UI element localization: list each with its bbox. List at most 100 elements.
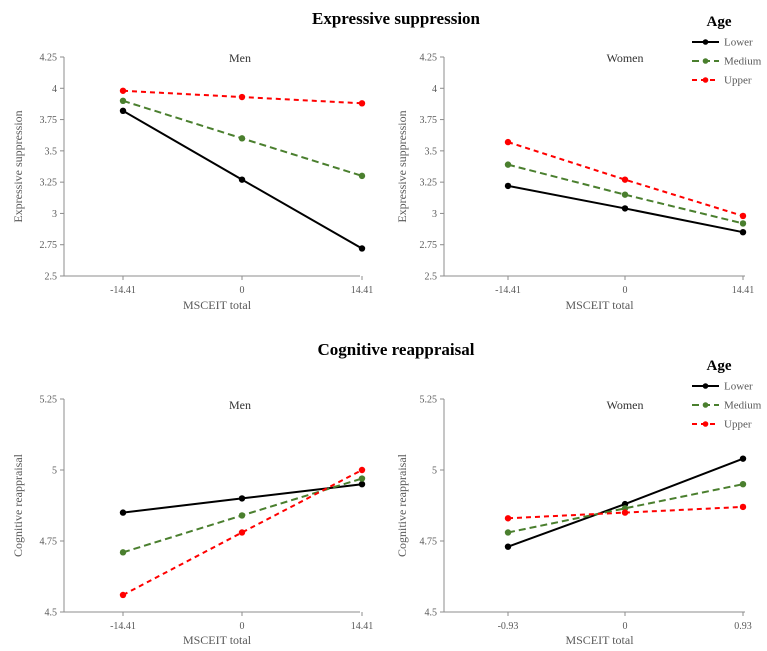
data-point-lower [238, 176, 246, 183]
legend-title: Age [707, 14, 732, 30]
data-point-upper [358, 466, 366, 474]
data-point-upper [504, 138, 512, 146]
panel-title: Men [229, 51, 251, 65]
y-tick-label: 4 [432, 84, 437, 95]
data-point-lower [504, 543, 512, 550]
data-point-upper [358, 100, 366, 107]
y-tick-label: 5.25 [420, 395, 438, 406]
y-tick-label: 3.25 [420, 178, 438, 189]
y-tick-label: 5 [52, 466, 57, 477]
data-point-lower [739, 455, 747, 462]
panel-title: Men [229, 398, 251, 412]
charts-layer: 2.5 2.75 3 3.25 3.5 3.75 4 4.25 -14.41 0 14.41 Men M… [11, 51, 754, 647]
data-point-medium [504, 161, 512, 168]
data-point-medium [238, 512, 246, 519]
x-tick-label: 0 [240, 285, 245, 296]
y-tick-label: 3.5 [45, 146, 58, 157]
data-point-medium [358, 172, 366, 180]
x-tick-label: 0 [240, 621, 245, 632]
series-line-medium [507, 483, 744, 534]
chart-panel-2: 4.5 4.75 5 5.25 -14.41 0 14.41 Men MSCEIT total C… [11, 395, 373, 648]
legend-marker-upper [702, 421, 709, 427]
y-tick-label: 3.75 [40, 115, 58, 126]
y-tick-label: 5 [432, 466, 437, 477]
legend-label-upper: Upper [724, 75, 752, 87]
legend-marker-medium [702, 58, 709, 64]
y-tick-label: 3 [432, 209, 437, 220]
x-axis-label: MSCEIT total [565, 298, 634, 312]
y-tick-label: 4.25 [420, 53, 438, 64]
data-point-medium [621, 191, 629, 198]
chart-panel-0: 2.5 2.75 3 3.25 3.5 3.75 4 4.25 -14.41 0 14.41 Men M… [11, 51, 373, 312]
x-tick-label: 14.41 [732, 285, 755, 296]
data-point-medium [119, 97, 127, 105]
y-tick-label: 3.75 [420, 115, 438, 126]
data-point-lower [119, 509, 127, 516]
data-point-lower [504, 182, 512, 190]
x-axis-label: MSCEIT total [565, 633, 634, 647]
series-line-medium [507, 163, 744, 225]
x-tick-label: 14.41 [351, 285, 374, 296]
x-tick-label: -14.41 [110, 285, 136, 296]
y-axis-label: Cognitive reappraisal [11, 453, 25, 557]
data-point-medium [739, 481, 747, 488]
data-point-upper [119, 591, 127, 599]
y-tick-label: 4 [52, 84, 57, 95]
y-tick-label: 4.75 [420, 537, 438, 548]
x-tick-label: -14.41 [110, 621, 136, 632]
data-point-medium [238, 135, 246, 142]
x-axis-label: MSCEIT total [183, 298, 252, 312]
y-tick-label: 4.5 [425, 608, 438, 619]
y-tick-label: 4.5 [45, 608, 58, 619]
data-point-upper [739, 503, 747, 511]
section-title-expressive-suppression: Expressive suppression [312, 9, 481, 28]
data-point-lower [238, 495, 246, 502]
panel-title: Women [606, 51, 643, 65]
data-point-upper [238, 93, 246, 101]
data-point-medium [504, 529, 512, 536]
data-point-medium [358, 475, 366, 482]
data-point-upper [119, 87, 127, 94]
data-point-medium [739, 220, 747, 227]
data-point-upper [504, 515, 512, 522]
panel-title: Women [606, 398, 643, 412]
legend-marker-medium [702, 402, 709, 408]
data-point-upper [621, 176, 629, 183]
y-tick-label: 2.5 [45, 272, 58, 283]
legend-label-medium: Medium [724, 56, 762, 68]
series-line-upper [507, 141, 744, 217]
legend-label-upper: Upper [724, 419, 752, 431]
data-point-upper [238, 529, 246, 536]
x-tick-label: 0 [623, 285, 628, 296]
y-axis-label: Expressive suppression [395, 110, 409, 222]
x-tick-label: 14.41 [351, 621, 374, 632]
data-point-lower [621, 205, 629, 212]
legend-title: Age [707, 358, 732, 374]
legend-marker-lower [702, 39, 709, 45]
x-tick-label: 0 [623, 621, 628, 632]
chart-panel-3: 4.5 4.75 5 5.25 -0.93 0 0.93 Women MSCEIT total C… [395, 395, 752, 648]
legend-label-lower: Lower [724, 381, 753, 393]
y-tick-label: 4.25 [40, 53, 58, 64]
legend: Age Lower Medium Upper [692, 358, 762, 431]
y-tick-label: 2.75 [40, 240, 58, 251]
section-title-cognitive-reappraisal: Cognitive reappraisal [318, 340, 475, 359]
y-axis-label: Cognitive reappraisal [395, 453, 409, 557]
legends-layer: Age Lower Medium Upper Age Lower Medium Upper [692, 14, 762, 431]
y-tick-label: 2.75 [420, 240, 438, 251]
data-point-lower [358, 481, 366, 488]
data-point-medium [119, 549, 127, 556]
x-tick-label: -14.41 [495, 285, 521, 296]
y-tick-label: 3.5 [425, 146, 438, 157]
y-tick-label: 5.25 [40, 395, 58, 406]
legend-marker-upper [702, 77, 709, 83]
data-point-lower [358, 245, 366, 252]
legend-marker-lower [702, 383, 709, 389]
data-point-lower [739, 229, 747, 236]
legend-label-medium: Medium [724, 400, 762, 412]
x-tick-label: -0.93 [498, 621, 519, 632]
data-point-upper [621, 509, 629, 516]
legend-label-lower: Lower [724, 37, 753, 49]
y-tick-label: 3 [52, 209, 57, 220]
